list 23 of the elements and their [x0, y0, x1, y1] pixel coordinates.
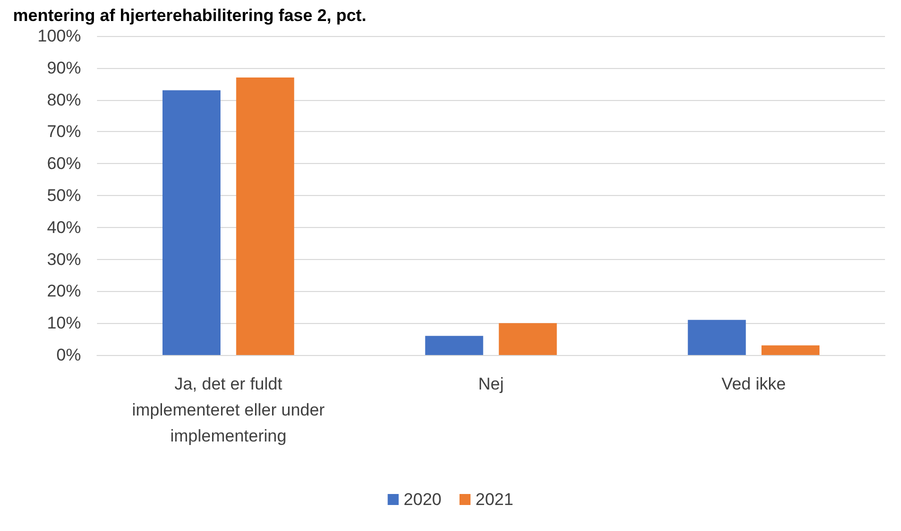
x-tick-label: Ja, det er fuldt implementeret eller under implementering [132, 374, 326, 446]
bar [236, 77, 294, 355]
bar [162, 90, 221, 355]
y-tick-label: 60% [46, 154, 81, 174]
x-tick-label: Nej [478, 374, 504, 394]
y-tick-label: 30% [46, 250, 81, 269]
y-tick-label: 80% [46, 90, 81, 110]
y-tick-label: 40% [46, 218, 81, 237]
bar [688, 320, 746, 355]
y-tick-label: 0% [56, 346, 81, 364]
y-tick-label: 20% [46, 282, 81, 301]
y-tick-label: 90% [46, 58, 81, 78]
legend-label: 2021 [476, 490, 514, 509]
bar [425, 336, 484, 355]
bar [761, 345, 820, 355]
bar [498, 323, 557, 355]
y-tick-label: 100% [38, 26, 81, 46]
y-tick-label: 70% [46, 122, 81, 142]
y-tick-label: 50% [46, 186, 81, 205]
y-tick-label: 10% [46, 314, 81, 333]
legend-label: 2020 [404, 490, 442, 509]
x-tick-label: Ved ikke [722, 374, 786, 394]
chart-title: mentering af hjerterehabilitering fase 2, pct. [13, 6, 366, 25]
